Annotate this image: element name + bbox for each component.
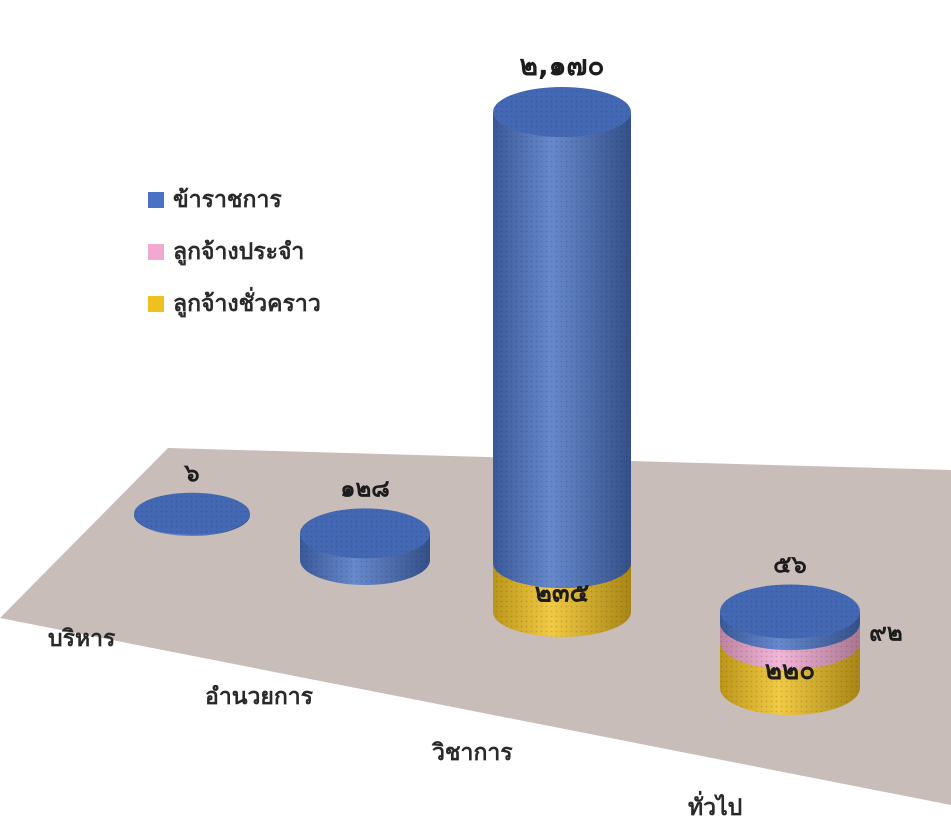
legend-item-permanent-employee: ลูกจ้างประจำ	[148, 226, 321, 278]
value-label-management-civil-servant: ๑๒๘	[340, 474, 390, 502]
legend-item-temporary-employee: ลูกจ้างชั่วคราว	[148, 278, 321, 330]
bar-texture-academic-civil-servant	[493, 112, 631, 589]
value-label-academic-temporary-employee: ๒๓๕	[535, 579, 590, 609]
value-label-general-temporary-employee: ๒๒๐	[765, 656, 815, 686]
legend-label-civil-servant: ข้าราชการ	[173, 187, 282, 213]
category-label-administration: บริหาร	[48, 626, 116, 652]
legend-swatch-civil-servant	[148, 192, 164, 208]
legend-label-permanent-employee: ลูกจ้างประจำ	[173, 239, 305, 265]
category-label-academic: วิชาการ	[432, 740, 513, 766]
value-label-general-civil-servant: ๕๖	[773, 550, 806, 578]
legend-item-civil-servant: ข้าราชการ	[148, 174, 321, 226]
value-label-administration-civil-servant: ๖	[183, 459, 199, 487]
category-label-general: ทั่วไป	[688, 795, 743, 821]
legend-label-temporary-employee: ลูกจ้างชั่วคราว	[173, 291, 321, 317]
bar-cap-texture-academic	[493, 87, 631, 137]
legend-swatch-permanent-employee	[148, 244, 164, 260]
bar-cap-texture-management	[300, 508, 430, 559]
bar-cap-texture-general	[720, 584, 860, 639]
chart-floor	[0, 448, 951, 805]
legend-swatch-temporary-employee	[148, 296, 164, 312]
bar-cap-texture-administration	[134, 492, 250, 535]
value-label-general-permanent-employee: ๙๒	[869, 619, 902, 647]
chart-legend: ข้าราชการ ลูกจ้างประจำ ลูกจ้างชั่วคราว	[148, 174, 321, 330]
value-label-academic-civil-servant: ๒,๑๗๐	[519, 49, 604, 82]
category-label-management: อำนวยการ	[205, 684, 314, 710]
